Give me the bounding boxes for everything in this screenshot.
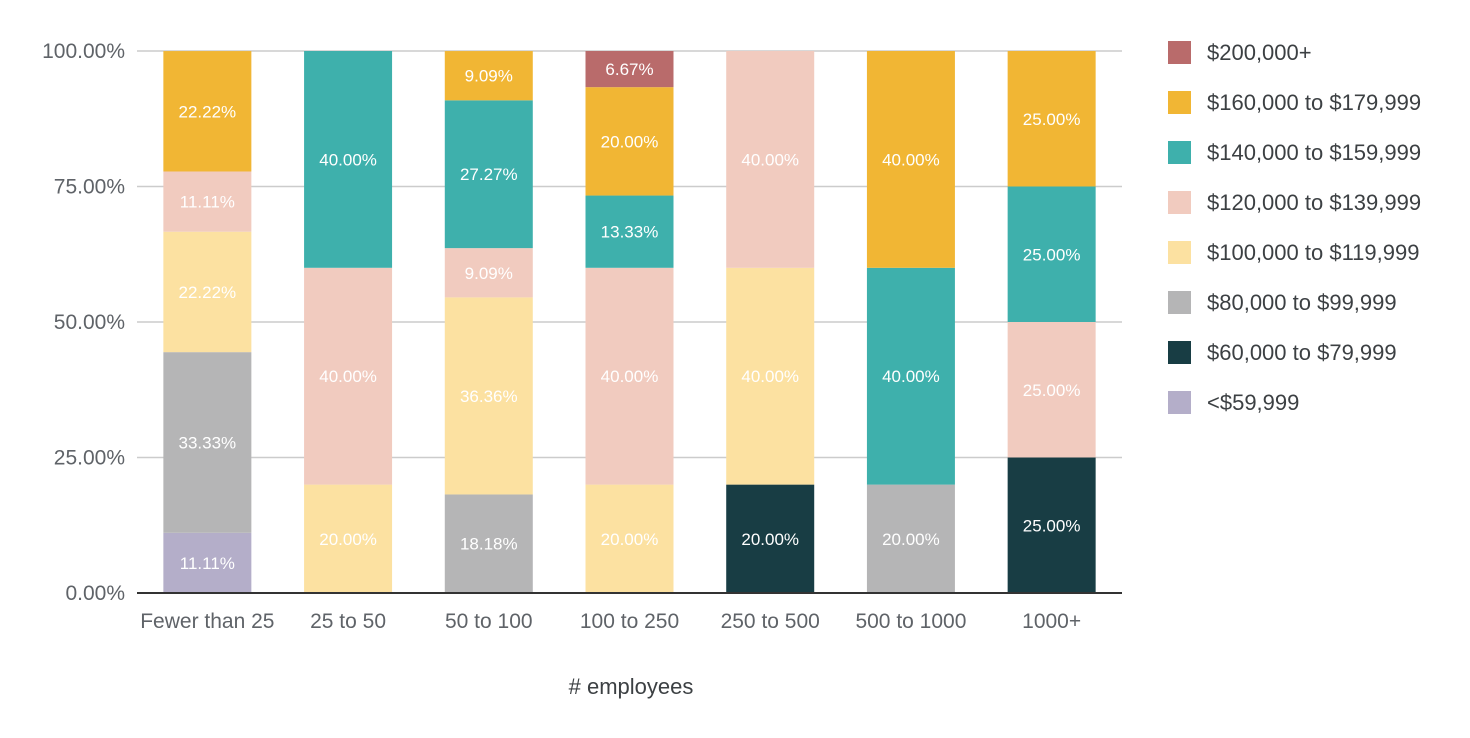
data-label: 20.00% xyxy=(601,132,659,151)
bar-segment xyxy=(585,484,674,593)
legend-swatch xyxy=(1168,241,1191,264)
data-label: 13.33% xyxy=(601,223,659,242)
bar-segment xyxy=(726,267,815,485)
data-label: 20.00% xyxy=(319,530,377,549)
legend-swatch xyxy=(1168,141,1191,164)
data-label: 27.27% xyxy=(460,165,518,184)
data-label: 40.00% xyxy=(601,367,659,386)
data-label: 33.33% xyxy=(179,433,237,452)
legend-item-label: $200,000+ xyxy=(1207,40,1312,65)
y-tick-label: 100.00% xyxy=(42,40,125,63)
legend-item-label: $80,000 to $99,999 xyxy=(1207,290,1397,315)
data-label: 40.00% xyxy=(882,150,940,169)
y-tick-label: 75.00% xyxy=(54,176,125,199)
bar-segment xyxy=(163,532,252,593)
legend-item-label: $140,000 to $159,999 xyxy=(1207,140,1421,165)
bar-segment xyxy=(726,484,815,593)
data-label: 22.22% xyxy=(179,283,237,302)
data-label: 20.00% xyxy=(882,530,940,549)
data-label: 18.18% xyxy=(460,535,518,554)
bar-segment xyxy=(163,171,252,232)
bar-segment xyxy=(304,267,393,485)
data-label: 22.22% xyxy=(179,102,237,121)
data-label: 40.00% xyxy=(741,367,799,386)
legend-item-label: $100,000 to $119,999 xyxy=(1207,240,1419,265)
bar-segment xyxy=(163,51,252,172)
data-label: 11.11% xyxy=(180,193,235,212)
data-label: 11.11% xyxy=(180,554,235,573)
x-tick-label: 100 to 250 xyxy=(580,610,679,633)
x-axis-ticks: Fewer than 25 25 to 50 50 to 100 100 to 250… xyxy=(140,610,1081,633)
bar-segment xyxy=(1007,186,1096,322)
x-tick-label: 1000+ xyxy=(1022,610,1081,633)
x-axis-title: # employees xyxy=(569,674,694,699)
bar-segment xyxy=(163,352,252,533)
data-label: 40.00% xyxy=(319,367,377,386)
x-tick-label: 25 to 50 xyxy=(310,610,386,633)
bar-segment xyxy=(1007,51,1096,187)
bar-segment xyxy=(726,51,815,268)
bar-segment xyxy=(866,267,955,485)
bar-segment xyxy=(163,231,252,353)
bar-segment xyxy=(866,484,955,593)
x-tick-label: 50 to 100 xyxy=(445,610,533,633)
legend-item-label: <$59,999 xyxy=(1207,390,1299,415)
bar-segment xyxy=(585,195,674,268)
legend-item-label: $160,000 to $179,999 xyxy=(1207,90,1421,115)
legend-swatch xyxy=(1168,191,1191,214)
legend-item-label: $120,000 to $139,999 xyxy=(1207,190,1421,215)
x-tick-label: 250 to 500 xyxy=(721,610,820,633)
bar-segment xyxy=(304,51,393,268)
data-label: 25.00% xyxy=(1023,110,1081,129)
bar-segment xyxy=(444,494,533,593)
x-tick-label: Fewer than 25 xyxy=(140,610,274,633)
bar-segment xyxy=(1007,322,1096,458)
bar-segment xyxy=(444,51,533,101)
bar-segment xyxy=(585,87,674,196)
y-tick-label: 0.00% xyxy=(65,582,125,605)
bar-segment xyxy=(444,100,533,249)
data-label: 20.00% xyxy=(601,530,659,549)
data-label: 40.00% xyxy=(319,150,377,169)
legend: $200,000+ $160,000 to $179,999 $140,000 to… xyxy=(1168,40,1421,415)
bar-segment xyxy=(866,51,955,268)
bars: 11.11% 33.33% 22.22% 11.11% 22.22% 20.00% 40.0… xyxy=(163,51,1096,593)
y-tick-label: 50.00% xyxy=(54,311,125,334)
bar-segment xyxy=(585,267,674,485)
legend-swatch xyxy=(1168,391,1191,414)
bar-segment xyxy=(304,484,393,593)
bar-segment xyxy=(1007,457,1096,593)
data-label: 25.00% xyxy=(1023,245,1081,264)
bar-segment xyxy=(444,297,533,495)
y-axis-ticks: 0.00% 25.00% 50.00% 75.00% 100.00% xyxy=(42,40,125,605)
data-label: 25.00% xyxy=(1023,516,1081,535)
bar-segment xyxy=(585,51,674,88)
y-tick-label: 25.00% xyxy=(54,447,125,470)
x-tick-label: 500 to 1000 xyxy=(855,610,966,633)
data-label: 25.00% xyxy=(1023,381,1081,400)
legend-swatch xyxy=(1168,41,1191,64)
legend-swatch xyxy=(1168,91,1191,114)
data-label: 9.09% xyxy=(465,264,513,283)
data-label: 40.00% xyxy=(741,150,799,169)
data-label: 9.09% xyxy=(465,67,513,86)
bar-segment xyxy=(444,248,533,298)
data-label: 20.00% xyxy=(741,530,799,549)
data-label: 36.36% xyxy=(460,387,518,406)
legend-swatch xyxy=(1168,291,1191,314)
data-label: 6.67% xyxy=(605,60,653,79)
legend-item-label: $60,000 to $79,999 xyxy=(1207,340,1397,365)
legend-swatch xyxy=(1168,341,1191,364)
data-label: 40.00% xyxy=(882,367,940,386)
